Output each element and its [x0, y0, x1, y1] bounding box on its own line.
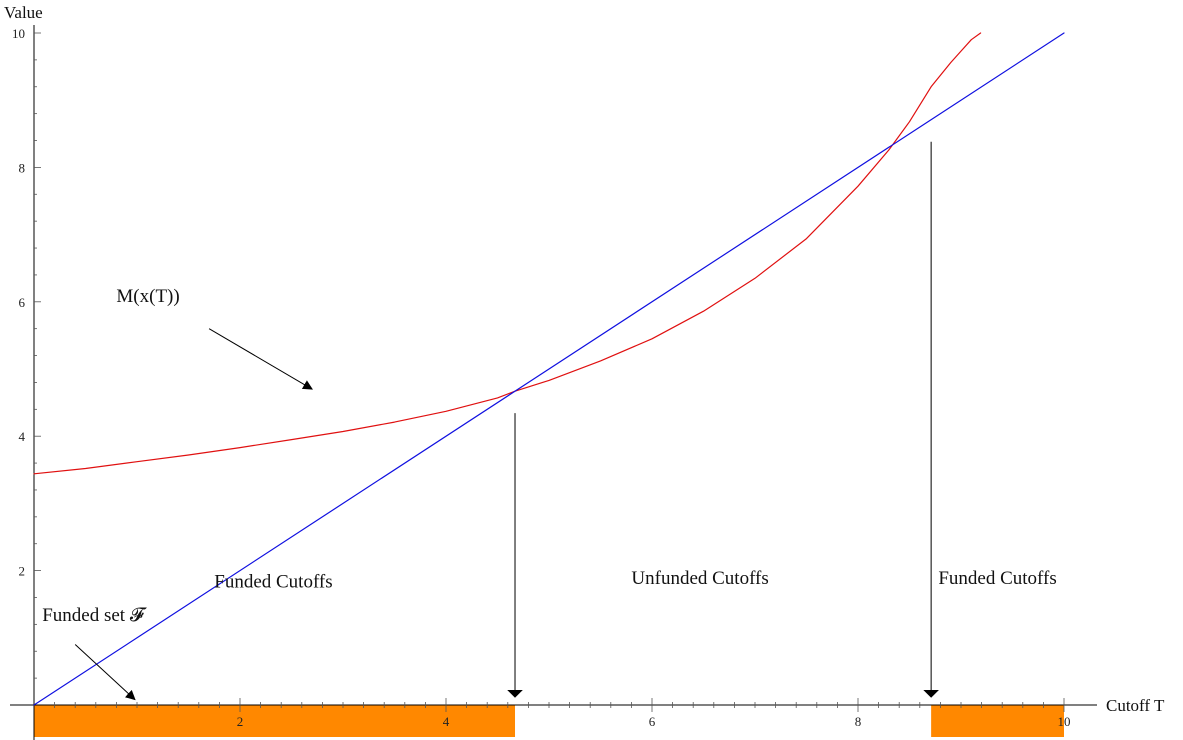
series-m-curve [33, 32, 982, 475]
y-tick-label: 10 [12, 26, 25, 41]
funded-set-label-arrow [74, 644, 136, 701]
y-tick-label: 6 [19, 295, 26, 310]
x-tick-label: 2 [237, 714, 244, 729]
funded-interval-0 [34, 705, 516, 737]
axes: 2 4 6 8 10 2 4 6 8 10 [10, 25, 1097, 740]
x-axis-label: Cutoff T [1106, 696, 1165, 715]
y-tick-label: 2 [19, 564, 26, 579]
funded-interval-1 [931, 705, 1064, 737]
m-label-arrow [208, 328, 313, 390]
y-axis-label: Value [4, 3, 43, 22]
x-tick-label: 6 [649, 714, 656, 729]
funded-bars [34, 705, 1064, 737]
x-tick-label: 4 [443, 714, 450, 729]
m-label: M(x(T)) [116, 286, 179, 307]
series-diagonal-line [33, 32, 1065, 706]
y-tick-label: 8 [19, 160, 26, 175]
x-tick-label: 8 [855, 714, 862, 729]
x-tick-label: 10 [1058, 714, 1071, 729]
funded-cutoffs-left: Funded Cutoffs [214, 571, 332, 592]
funded-set-label: Funded set 𝓕 [42, 605, 148, 626]
crossing-drop-arrows [507, 141, 940, 698]
unfunded-cutoffs: Unfunded Cutoffs [631, 568, 768, 589]
annotations: M(x(T)) Funded set 𝓕 Funded Cutoffs Unfunde… [42, 286, 1057, 701]
series-layer [33, 32, 1065, 706]
y-tick-label: 4 [19, 429, 26, 444]
funded-cutoffs-right: Funded Cutoffs [938, 568, 1056, 589]
